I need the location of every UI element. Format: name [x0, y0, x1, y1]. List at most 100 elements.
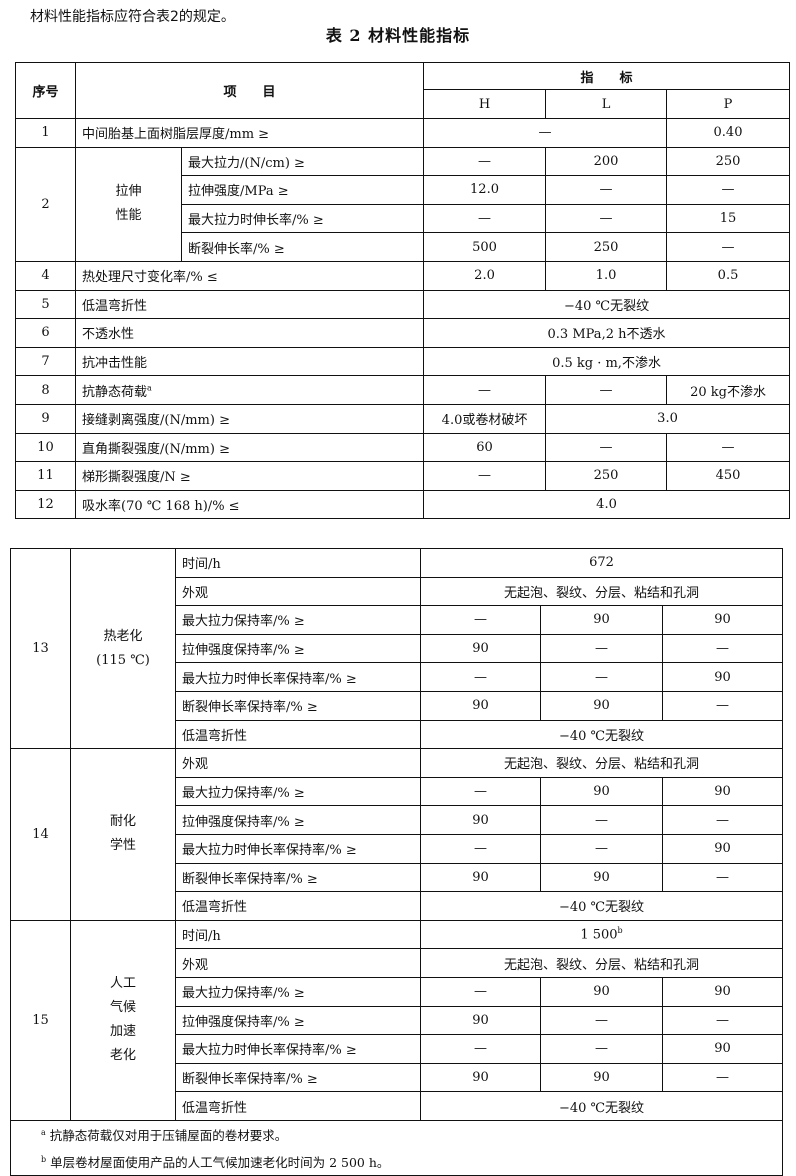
row-value: —	[540, 833, 663, 864]
table-row: 1 中间胎基上面树脂层厚度/mm ≥ — 0.40	[15, 118, 791, 148]
row-value-text: 90	[714, 841, 731, 857]
row-value-text: 500	[472, 239, 497, 255]
row-item-label: 低温弯折性	[182, 900, 248, 916]
footnote-mark: b	[41, 1155, 47, 1165]
row-value: —	[662, 862, 783, 893]
row-item-label: 不透水性	[82, 327, 135, 343]
table-row: 5 低温弯折性 −40 ℃无裂纹	[15, 289, 791, 320]
row-item: 断裂伸长率/% ≥	[180, 232, 425, 262]
row-value: —	[662, 805, 783, 835]
row-value-text: 12.0	[470, 182, 499, 198]
table-row: 低温弯折性 −40 ℃无裂纹	[11, 1091, 783, 1121]
row-value: 90	[420, 862, 541, 893]
row-value-text: 1.0	[595, 268, 617, 284]
table-row: 拉伸强度保持率/% ≥ 90 — —	[11, 633, 783, 664]
row-item-label: 热处理尺寸变化率/% ≤	[82, 270, 218, 286]
row-item: 低温弯折性	[175, 891, 421, 921]
row-value-text: —	[474, 669, 487, 685]
table-row: 8 抗静态荷载a — —20 kg不渗水	[15, 375, 791, 405]
row-value-text: —	[474, 784, 487, 800]
row-value: 90	[662, 1034, 783, 1064]
row-item-label: 断裂伸长率保持率/% ≥	[182, 700, 318, 716]
header-index: 指 标	[423, 62, 791, 90]
table-row: 12 吸水率(70 ℃ 168 h)/% ≤ 4.0	[15, 489, 791, 520]
row-item-label: 时间/h	[182, 557, 221, 573]
row-value-text: —	[595, 1041, 608, 1057]
row-value: —	[423, 203, 547, 234]
row-value: —	[540, 662, 663, 692]
row-item: 最大拉力时伸长率保持率/% ≥	[175, 1034, 421, 1064]
row-value: 无起泡、裂纹、分层、粘结和孔洞	[420, 748, 783, 778]
row-value-text: —	[716, 641, 729, 657]
row-value-text: 90	[714, 984, 731, 1000]
row-value: 2.0	[423, 260, 547, 291]
row-value: −40 ℃无裂纹	[420, 719, 783, 750]
row-value: 250	[666, 146, 791, 177]
row-value: 15	[666, 203, 791, 234]
row-value: 90	[420, 690, 541, 721]
row-value-text: —	[595, 841, 608, 857]
row-item-label: 最大拉力保持率/% ≥	[182, 786, 305, 802]
row-value: —	[662, 1062, 783, 1093]
row-value-text: 20 kg不渗水	[690, 384, 766, 400]
row-value-text: 90	[472, 1012, 489, 1028]
row-item-label: 时间/h	[182, 929, 221, 945]
table-row: 9 接缝剥离强度/(N/mm) ≥ 4.0或卷材破坏 3.0	[15, 403, 791, 434]
row-value: 90	[540, 690, 663, 721]
row-seq: 8	[15, 375, 76, 405]
row-item-label: 最大拉力/(N/cm) ≥	[188, 155, 305, 171]
row-item-label: 最大拉力时伸长率/% ≥	[188, 213, 324, 229]
table-row: 最大拉力时伸长率保持率/% ≥ — — 90	[11, 833, 783, 864]
row-item: 抗静态荷载a	[74, 375, 425, 405]
row-value-text: —	[721, 239, 735, 255]
row-value: 90	[662, 776, 783, 807]
row-value-text: —	[474, 1041, 487, 1057]
table-row: 10 直角撕裂强度/(N/mm) ≥ 60 — —	[15, 432, 791, 463]
row-item-label: 最大拉力时伸长率保持率/% ≥	[182, 671, 357, 687]
row-value-text: —	[478, 382, 492, 398]
row-value: —	[545, 432, 668, 463]
row-value-text: 90	[593, 698, 610, 714]
row-item: 外观	[175, 748, 421, 778]
row-value-text: 90	[472, 869, 489, 885]
row-value: 90	[540, 605, 663, 635]
table-row: 断裂伸长率保持率/% ≥ 90 90 —	[11, 862, 783, 893]
row-seq: 14	[10, 748, 71, 921]
row-value: —	[545, 203, 668, 234]
row-item-label: 最大拉力保持率/% ≥	[182, 986, 305, 1002]
header-grade-l: L	[545, 89, 668, 119]
row-value: 90	[540, 976, 663, 1007]
header-grade-h: H	[423, 89, 547, 119]
row-value: 4.0或卷材破坏	[423, 403, 547, 434]
footnote: b 单层卷材屋面使用产品的人工气候加速老化时间为 2 500 h。	[41, 1148, 776, 1175]
row-value: —	[423, 461, 547, 491]
row-value: —	[545, 175, 668, 205]
row-value-text: −40 ℃无裂纹	[558, 1100, 645, 1116]
row-value-text: 0.40	[713, 125, 743, 141]
row-value: 20 kg不渗水	[666, 375, 791, 405]
row-item: 最大拉力保持率/% ≥	[175, 776, 421, 807]
row-item-label: 断裂伸长率保持率/% ≥	[182, 1071, 318, 1087]
table-row: 4 热处理尺寸变化率/% ≤ 2.0 1.0 0.5	[15, 260, 791, 291]
row-value: 200	[545, 146, 668, 177]
row-value-text: 0.3 MPa,2 h不透水	[547, 327, 666, 343]
row-value-text: −40 ℃无裂纹	[558, 900, 645, 916]
row-item-label: 抗冲击性能	[82, 356, 148, 372]
row-item-label: 低温弯折性	[182, 728, 248, 744]
footnote: a 抗静态荷载仅对用于压铺屋面的卷材要求。	[41, 1121, 776, 1148]
row-value-text: —	[595, 1012, 608, 1028]
footnote-text: 抗静态荷载仅对用于压铺屋面的卷材要求。	[49, 1128, 288, 1144]
row-value: —	[540, 1034, 663, 1064]
table-row: 断裂伸长率保持率/% ≥ 90 90 —	[11, 690, 783, 721]
row-value: 0.5 kg · m,不渗水	[423, 346, 791, 377]
row-seq: 13	[10, 547, 71, 750]
row-group: 拉伸 性能	[75, 146, 182, 262]
row-value: 12.0	[423, 175, 547, 205]
row-seq: 1	[15, 118, 76, 148]
row-value: —	[420, 833, 541, 864]
row-value-text: —	[716, 1012, 729, 1028]
row-item: 拉伸强度/MPa ≥	[180, 175, 425, 205]
row-item-label: 拉伸强度保持率/% ≥	[182, 814, 305, 830]
row-value: 672	[420, 548, 783, 578]
row-seq: 12	[15, 489, 76, 520]
